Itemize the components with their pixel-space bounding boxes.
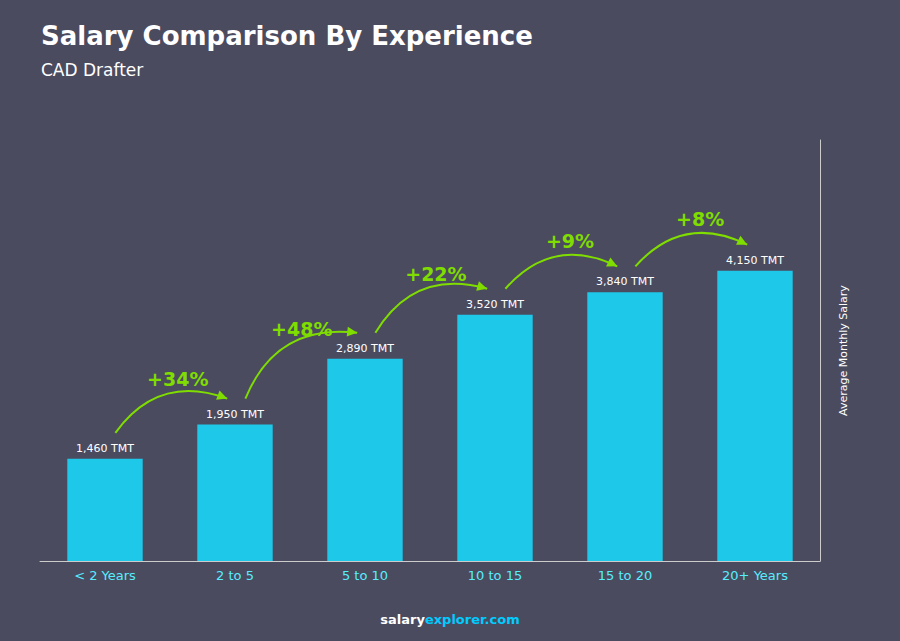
svg-text:+8%: +8% xyxy=(676,208,724,230)
svg-text:3,840 TMT: 3,840 TMT xyxy=(596,275,654,288)
svg-text:15 to 20: 15 to 20 xyxy=(598,568,652,583)
svg-text:+48%: +48% xyxy=(271,318,332,340)
svg-text:Salary Comparison By Experienc: Salary Comparison By Experience xyxy=(41,21,533,51)
svg-text:+34%: +34% xyxy=(147,368,208,390)
svg-text:+9%: +9% xyxy=(546,230,594,252)
svg-text:explorer.com: explorer.com xyxy=(425,612,520,627)
svg-text:+22%: +22% xyxy=(405,263,466,285)
svg-text:1,950 TMT: 1,950 TMT xyxy=(206,408,264,421)
svg-text:2 to 5: 2 to 5 xyxy=(216,568,254,583)
svg-text:2,890 TMT: 2,890 TMT xyxy=(336,342,394,355)
svg-text:Average Monthly Salary: Average Monthly Salary xyxy=(837,285,850,416)
svg-text:CAD Drafter: CAD Drafter xyxy=(41,60,143,80)
svg-text:5 to 10: 5 to 10 xyxy=(342,568,388,583)
svg-text:salary: salary xyxy=(380,612,425,627)
svg-text:1,460 TMT: 1,460 TMT xyxy=(76,442,134,455)
svg-text:20+ Years: 20+ Years xyxy=(722,568,788,583)
svg-text:10 to 15: 10 to 15 xyxy=(468,568,522,583)
svg-text:3,520 TMT: 3,520 TMT xyxy=(466,298,524,311)
svg-text:4,150 TMT: 4,150 TMT xyxy=(726,254,784,267)
svg-text:< 2 Years: < 2 Years xyxy=(74,568,136,583)
